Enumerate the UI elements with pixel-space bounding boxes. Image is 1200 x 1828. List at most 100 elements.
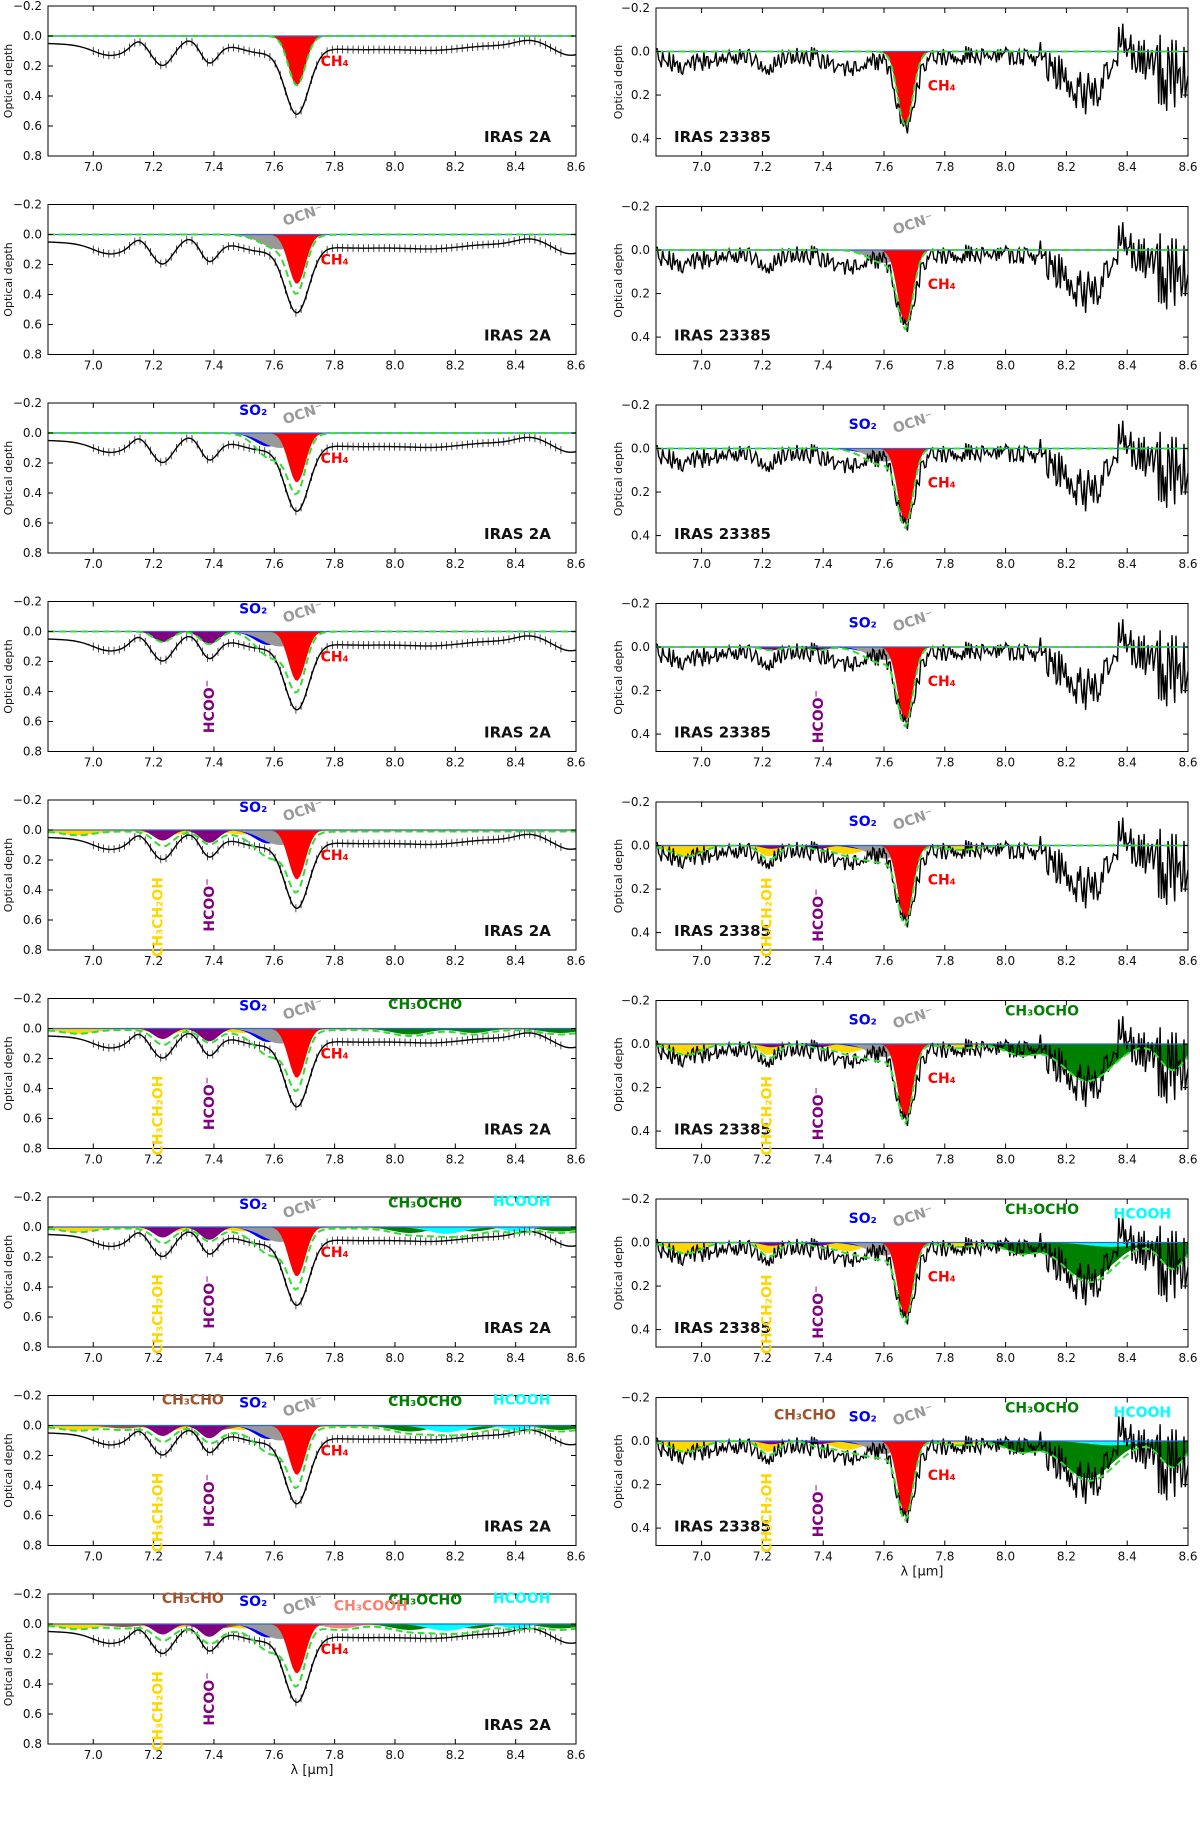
left-y-axis-label: Optical depth	[2, 441, 15, 515]
y-tick-label: 0.4	[631, 1124, 650, 1138]
right-model-fit	[656, 844, 1188, 927]
right-label-ch3cho: CH₃CHO	[774, 1407, 836, 1423]
x-tick-label: 7.2	[144, 1351, 163, 1365]
x-tick-label: 7.6	[265, 557, 284, 571]
right-model-fit	[656, 1440, 1188, 1523]
left-fill-ch4	[48, 830, 576, 880]
y-tick-label: 0.0	[631, 442, 650, 456]
x-tick-label: 8.6	[1178, 1550, 1197, 1564]
left-axes-frame	[47, 1395, 577, 1546]
left-panel-5: −0.2 0.0 0.2 0.4 0.6 0.8 7.0 7.2 7.4 7.6 7.8 8.0 8.2…	[2, 793, 586, 968]
y-tick-label: 0.2	[23, 456, 42, 470]
left-label-ch4: CH₄	[321, 253, 349, 269]
left-label-hcooh: HCOOH	[493, 1194, 551, 1210]
right-label-ocn: OCN⁻	[891, 210, 935, 238]
right-model-fit	[656, 50, 1188, 128]
x-tick-label: 7.4	[814, 1153, 833, 1167]
left-y-axis-label: Optical depth	[2, 242, 15, 316]
right-observed-spectrum	[656, 420, 1188, 531]
left-y-axis-label: Optical depth	[2, 1036, 15, 1110]
x-tick-label: 7.4	[814, 1351, 833, 1365]
right-label-so2: SO₂	[849, 1211, 877, 1227]
y-tick-label: 0.6	[23, 913, 42, 927]
y-tick-label: 0.8	[23, 943, 42, 957]
x-tick-label: 7.2	[753, 160, 772, 174]
x-tick-label: 7.6	[874, 756, 893, 770]
x-tick-label: 7.0	[692, 954, 711, 968]
x-tick-label: 7.6	[265, 1153, 284, 1167]
left-source-name: IRAS 2A	[484, 1121, 551, 1139]
left-label-hcooh: HCOOH	[493, 1591, 551, 1607]
y-tick-label: 0.8	[23, 1539, 42, 1553]
right-label-ocn: OCN⁻	[891, 1401, 935, 1429]
right-fill-hcoo	[656, 845, 1188, 849]
right-x-axis-label: λ [μm]	[901, 1565, 944, 1580]
left-label-ch3ch2oh: CH₃CH₂OH	[151, 1076, 167, 1156]
left-label-ch4: CH₄	[321, 1642, 349, 1658]
y-tick-label: 0.2	[631, 684, 650, 698]
left-panel-7: −0.2 0.0 0.2 0.4 0.6 0.8 7.0 7.2 7.4 7.6 7.8 8.0 8.2…	[2, 1190, 586, 1365]
y-tick-label: 0.8	[23, 1737, 42, 1751]
x-tick-label: 7.0	[692, 1550, 711, 1564]
x-tick-label: 7.0	[84, 1748, 103, 1762]
x-tick-label: 8.6	[1178, 1351, 1197, 1365]
y-tick-label: 0.0	[631, 1037, 650, 1051]
left-label-hcoo: HCOO⁻	[202, 1275, 218, 1328]
y-tick-label: −0.2	[621, 1391, 650, 1405]
x-tick-label: 7.2	[753, 1153, 772, 1167]
x-tick-label: 7.4	[204, 160, 223, 174]
y-tick-label: −0.2	[13, 0, 42, 13]
x-tick-label: 7.2	[144, 160, 163, 174]
x-tick-label: 7.2	[144, 1748, 163, 1762]
x-tick-label: 7.8	[325, 359, 344, 373]
y-tick-label: 0.6	[23, 1310, 42, 1324]
right-axes-frame	[655, 7, 1189, 157]
right-model-fit	[656, 447, 1188, 530]
left-label-so2: SO₂	[239, 1396, 267, 1412]
y-tick-label: 0.4	[23, 288, 42, 302]
left-source-name: IRAS 2A	[484, 128, 551, 146]
y-tick-label: 0.0	[23, 29, 42, 43]
left-plot-area	[48, 829, 576, 913]
y-tick-label: 0.8	[23, 1340, 42, 1354]
x-tick-label: 8.0	[996, 1351, 1015, 1365]
right-axes-frame	[655, 1000, 1189, 1149]
x-tick-label: 7.4	[204, 1351, 223, 1365]
x-tick-label: 7.6	[265, 756, 284, 770]
right-observed-spectrum	[656, 1214, 1188, 1325]
x-tick-label: 7.8	[325, 1550, 344, 1564]
left-plot-area	[48, 233, 576, 317]
y-tick-label: 0.4	[631, 132, 650, 146]
y-tick-label: 0.4	[23, 1479, 42, 1493]
x-tick-label: 7.2	[144, 1550, 163, 1564]
x-tick-label: 7.0	[84, 557, 103, 571]
right-axes-frame	[655, 801, 1189, 951]
y-tick-label: 0.8	[23, 348, 42, 362]
x-tick-label: 8.2	[1057, 1351, 1076, 1365]
right-model-fit	[656, 1043, 1188, 1126]
left-model-fit	[48, 1426, 576, 1490]
x-tick-label: 7.8	[935, 756, 954, 770]
y-tick-label: 0.0	[631, 45, 650, 59]
left-label-so2: SO₂	[239, 403, 267, 419]
left-model-fit	[48, 1625, 576, 1688]
x-tick-label: 8.6	[1178, 954, 1197, 968]
x-tick-label: 8.4	[1118, 954, 1137, 968]
x-tick-label: 7.6	[874, 954, 893, 968]
right-y-axis-label: Optical depth	[612, 1434, 625, 1508]
y-tick-label: 0.2	[631, 882, 650, 896]
right-axes-frame	[655, 1198, 1189, 1348]
left-label-hcooh: HCOOH	[493, 1393, 551, 1409]
right-label-ocn: OCN⁻	[891, 806, 935, 834]
y-tick-label: −0.2	[621, 1, 650, 15]
left-label-ch4: CH₄	[321, 1444, 349, 1460]
right-fill-hcoo	[656, 647, 1188, 651]
left-observed-spectrum	[48, 1230, 576, 1307]
y-tick-label: 0.4	[23, 1082, 42, 1096]
x-tick-label: 8.4	[506, 359, 525, 373]
y-tick-label: −0.2	[621, 597, 650, 611]
left-label-ch3ocho: CH₃OCHO	[388, 1593, 462, 1609]
left-fill-hcoo	[48, 1425, 576, 1439]
x-tick-label: 7.8	[325, 954, 344, 968]
x-tick-label: 8.4	[506, 756, 525, 770]
